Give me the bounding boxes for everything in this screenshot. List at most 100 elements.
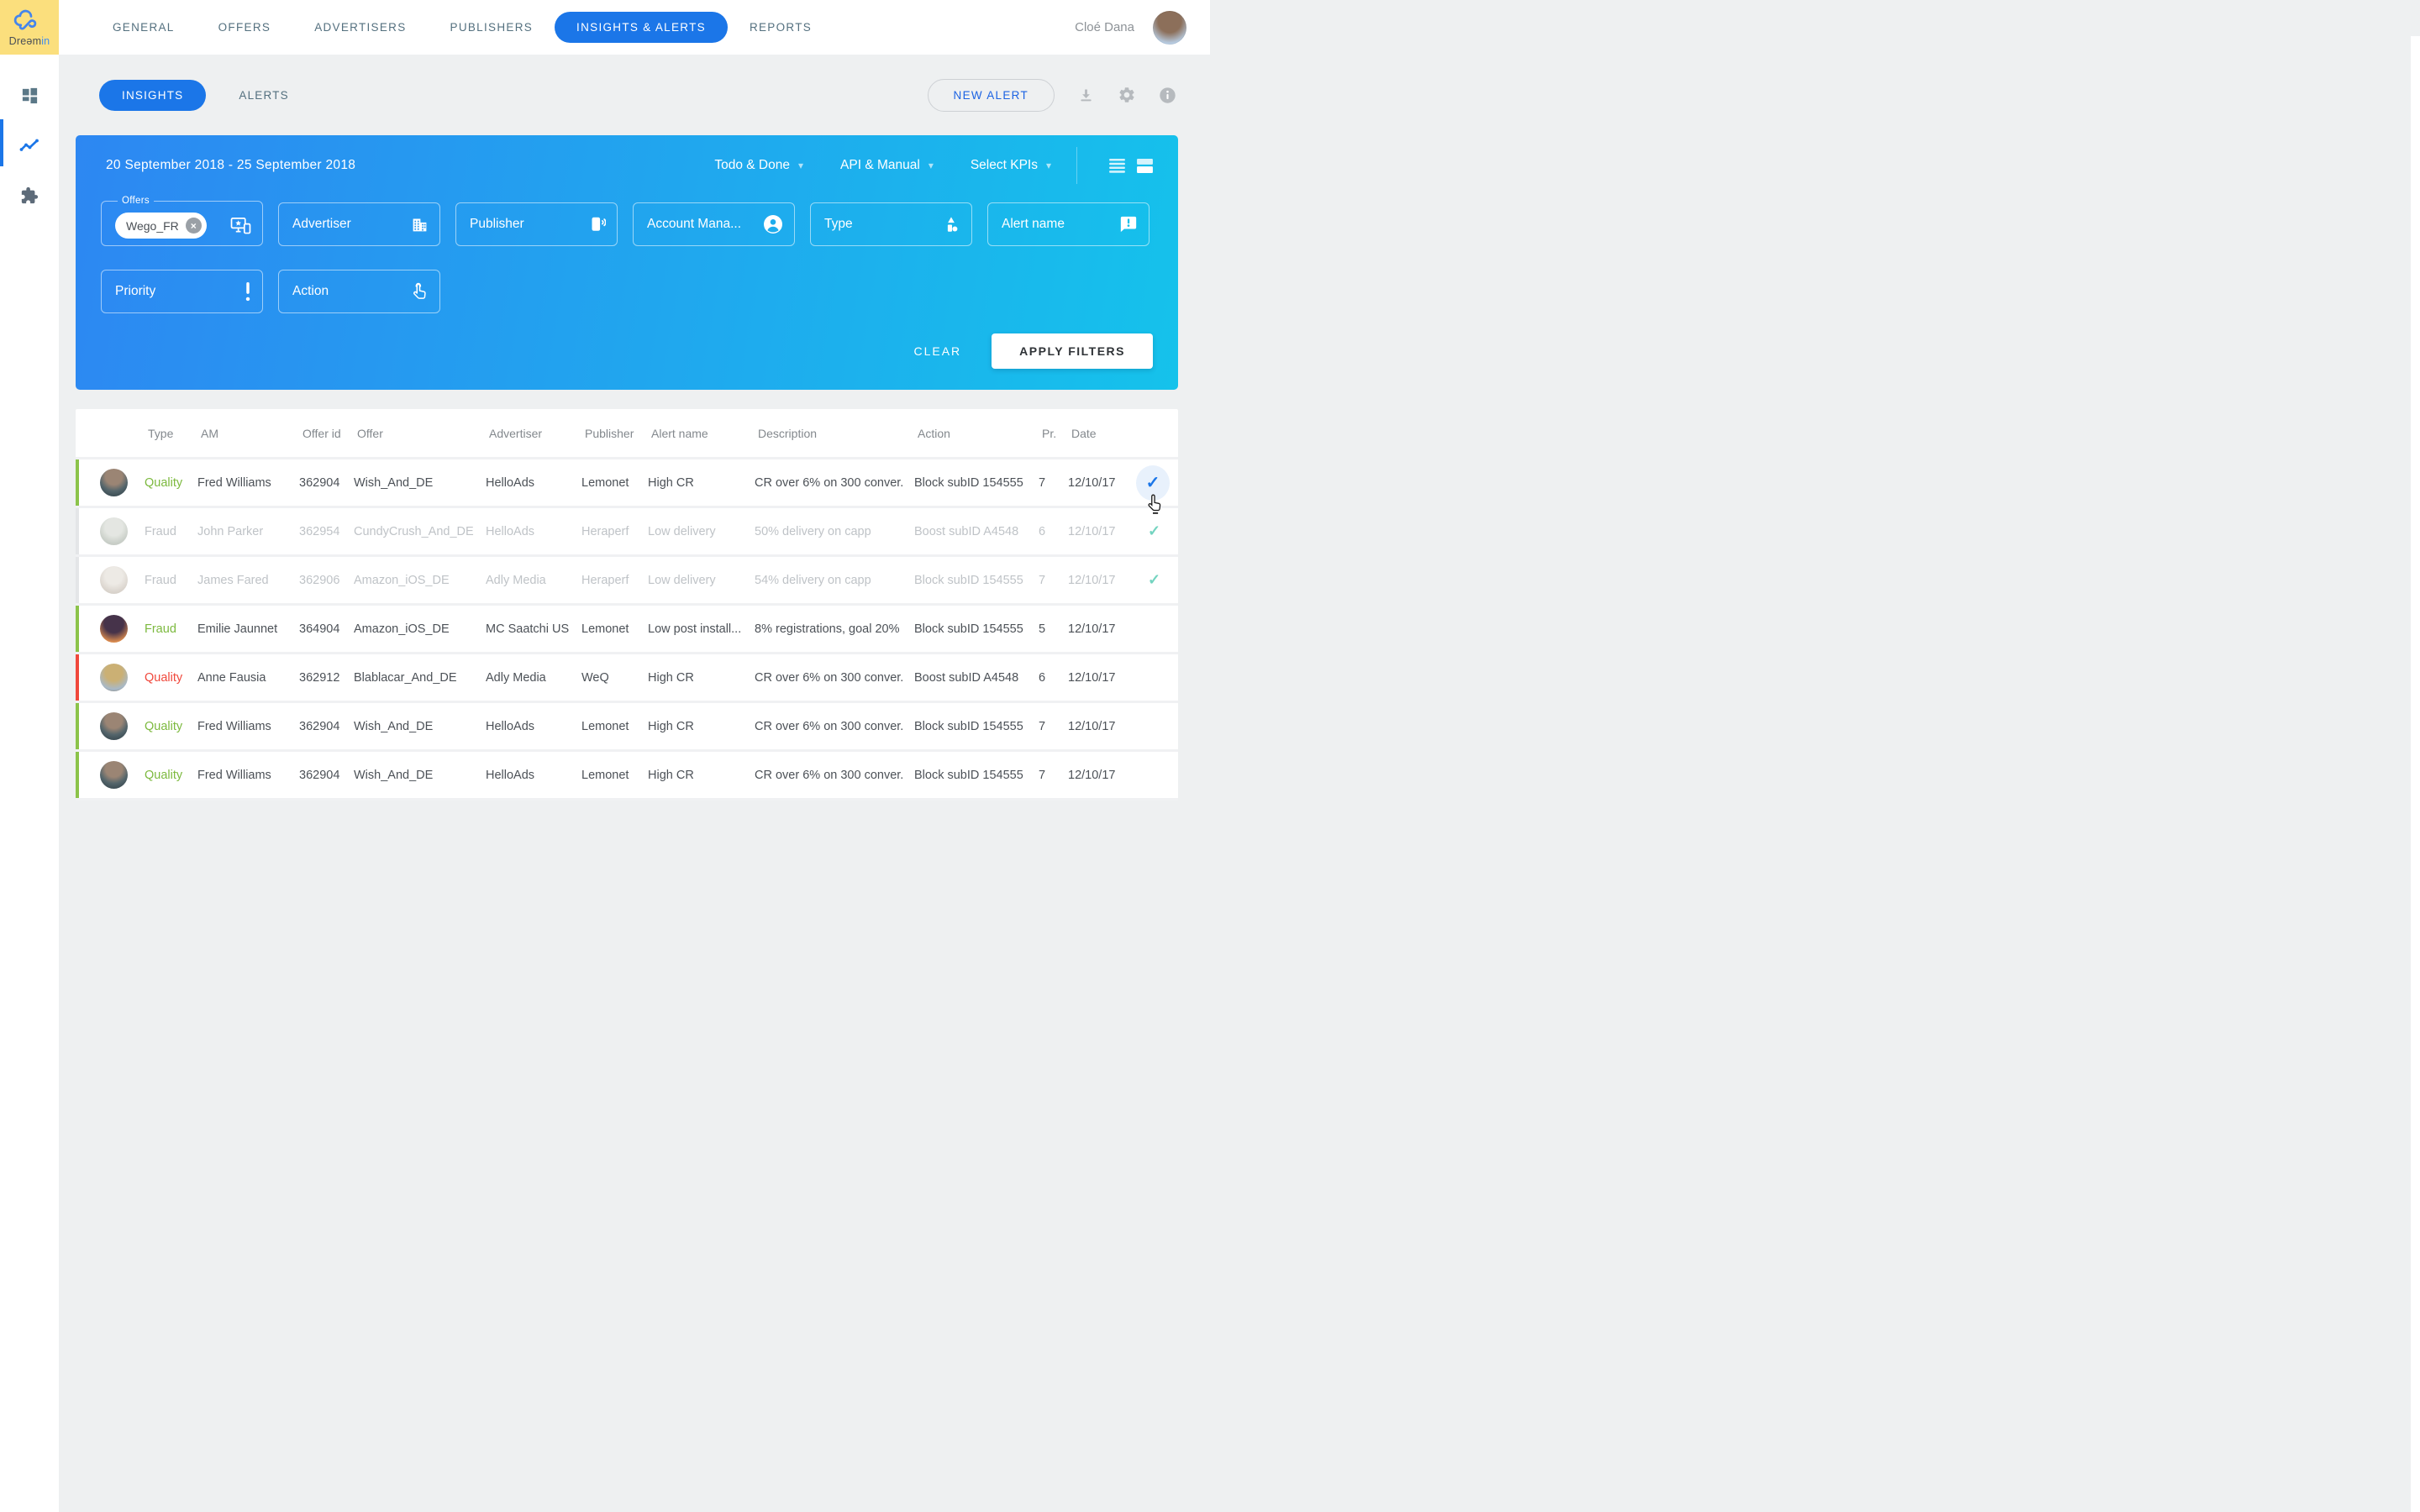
filter-dropdown-select-kpis[interactable]: Select KPIs ▾ (971, 158, 1051, 173)
cell-type: Quality (145, 768, 183, 782)
user-avatar[interactable] (1153, 10, 1186, 45)
cell-alert: Low delivery (648, 573, 716, 587)
app-logo[interactable]: Dreəmin (0, 0, 59, 55)
cell-am: Emilie Jaunnet (197, 622, 278, 636)
table-row[interactable]: Quality Anne Fausia 362912 Blablacar_And_DE… (76, 654, 1178, 703)
cell-date: 12/10/17 (1068, 719, 1116, 733)
topnav-item-publishers[interactable]: PUBLISHERS (450, 21, 534, 34)
insights-toolbar: INSIGHTS ALERTS NEW ALERT (76, 76, 1178, 113)
dashboard-icon (20, 86, 39, 105)
column-header-action[interactable]: Action (918, 426, 950, 440)
column-header-alert-name[interactable]: Alert name (651, 426, 708, 440)
topnav-item-offers[interactable]: OFFERS (218, 21, 271, 34)
cell-action: Block subID 154555 (914, 622, 1023, 636)
column-header-type[interactable]: Type (148, 426, 174, 440)
apply-filters-button[interactable]: APPLY FILTERS (992, 333, 1153, 369)
topnav-item-insights-alerts[interactable]: INSIGHTS & ALERTS (555, 12, 728, 43)
filter-field-advertiser[interactable]: Advertiser (278, 202, 440, 246)
row-status-bar (76, 508, 79, 554)
done-check-icon[interactable]: ✓ (1145, 474, 1160, 492)
cell-type: Fraud (145, 622, 176, 636)
chevron-down-icon: ▾ (1045, 160, 1051, 171)
filter-field-offers[interactable]: Offers Wego_FR × (101, 196, 263, 246)
check-cell: ✓ (1148, 571, 1175, 589)
cell-publisher: WeQ (581, 670, 609, 685)
cell-advertiser: HelloAds (486, 524, 535, 538)
sidebar-item-puzzle[interactable] (0, 186, 59, 206)
trend-icon (19, 139, 39, 152)
table-row[interactable]: Fraud James Fared 362906 Amazon_iOS_DE Adly … (76, 557, 1178, 606)
avatar-cell (76, 712, 145, 740)
card-view-icon[interactable] (1137, 158, 1153, 173)
topnav-item-general[interactable]: GENERAL (113, 21, 175, 34)
cell-advertiser: Adly Media (486, 573, 546, 587)
avatar (100, 469, 128, 496)
subtabs: INSIGHTS ALERTS (99, 79, 312, 111)
cell-date: 12/10/17 (1068, 768, 1116, 782)
list-view-icon[interactable] (1109, 158, 1125, 173)
download-icon[interactable] (1077, 87, 1095, 104)
cell-date: 12/10/17 (1068, 573, 1116, 587)
table-row[interactable]: Quality Fred Williams 362904 Wish_And_DE Hel… (76, 752, 1178, 801)
row-status-bar (76, 557, 79, 603)
cell-type: Fraud (145, 573, 176, 587)
filter-field-label: Publisher (470, 217, 524, 231)
done-check-icon[interactable]: ✓ (1148, 522, 1161, 539)
date-range-picker[interactable]: 20 September 2018 - 25 September 2018 (106, 158, 356, 172)
done-check-icon[interactable]: ✓ (1148, 571, 1161, 588)
column-header-description[interactable]: Description (758, 426, 818, 440)
table-row[interactable]: Fraud Emilie Jaunnet 364904 Amazon_iOS_DE MC… (76, 606, 1178, 654)
sidebar-item-trend[interactable] (0, 135, 59, 155)
filter-field-type[interactable]: Type (810, 202, 972, 246)
gear-icon[interactable] (1118, 86, 1136, 104)
table-row[interactable]: Quality Fred Williams 362904 Wish_And_DE Hel… (76, 459, 1178, 508)
sidebar-active-indicator (0, 119, 3, 166)
column-header-pr[interactable]: Pr. (1042, 426, 1057, 440)
clear-filters-button[interactable]: CLEAR (913, 344, 962, 358)
filter-dropdown-api-manual[interactable]: API & Manual ▾ (840, 158, 934, 173)
table-header-row: Type AM Offer id Offer Advertiser Publisher Al… (76, 409, 1178, 459)
view-toggle-divider (1076, 147, 1077, 184)
topnav-item-reports[interactable]: REPORTS (749, 21, 813, 34)
user-area: Cloé Dana (1075, 10, 1210, 45)
cell-action: Block subID 154555 (914, 475, 1023, 490)
filter-field-label: Action (292, 284, 329, 298)
avatar (100, 517, 128, 545)
filter-dropdown-todo-done[interactable]: Todo & Done ▾ (714, 158, 803, 173)
new-alert-button[interactable]: NEW ALERT (927, 78, 1055, 112)
filter-field-action[interactable]: Action (278, 270, 440, 313)
cell-offer: Wish_And_DE (354, 719, 434, 733)
filter-field-account-mana[interactable]: Account Mana... (633, 202, 795, 246)
tab-alerts[interactable]: ALERTS (239, 88, 289, 102)
sidebar-item-dashboard[interactable] (0, 85, 59, 105)
filter-field-alert-name[interactable]: Alert name (987, 202, 1150, 246)
column-header-offer-id[interactable]: Offer id (302, 426, 341, 440)
table-row[interactable]: Quality Fred Williams 362904 Wish_And_DE Hel… (76, 703, 1178, 752)
tab-insights[interactable]: INSIGHTS (99, 79, 207, 111)
cell-publisher: Lemonet (581, 719, 629, 733)
cell-am: John Parker (197, 524, 264, 538)
cell-desc: CR over 6% on 300 conver. (755, 719, 904, 733)
cell-action: Block subID 154555 (914, 573, 1023, 587)
topnav-item-advertisers[interactable]: ADVERTISERS (314, 21, 407, 34)
chevron-down-icon: ▾ (928, 160, 934, 171)
filter-field-label: Advertiser (292, 217, 351, 231)
remove-chip-button[interactable]: × (185, 218, 202, 234)
table-row[interactable]: Fraud John Parker 362954 CundyCrush_And_DE H… (76, 508, 1178, 557)
column-header-am[interactable]: AM (201, 426, 218, 440)
column-header-date[interactable]: Date (1071, 426, 1097, 440)
cell-offerid: 362954 (299, 524, 340, 538)
column-header-publisher[interactable]: Publisher (585, 426, 634, 440)
scrollbar-track[interactable] (2411, 36, 2420, 1512)
filter-field-priority[interactable]: Priority (101, 270, 263, 313)
filter-field-publisher[interactable]: Publisher (455, 202, 618, 246)
column-header-offer[interactable]: Offer (357, 426, 383, 440)
cell-advertiser: HelloAds (486, 768, 535, 782)
column-header-advertiser[interactable]: Advertiser (489, 426, 543, 440)
avatar-cell (76, 517, 145, 545)
info-icon[interactable] (1159, 87, 1176, 104)
filter-field-label: Account Mana... (647, 217, 742, 231)
cell-type: Quality (145, 719, 183, 733)
top-bar: Dreəmin GENERAL OFFERS ADVERTISERS PUBLISHE… (0, 0, 1210, 55)
done-check-halo: ✓ (1136, 465, 1170, 501)
